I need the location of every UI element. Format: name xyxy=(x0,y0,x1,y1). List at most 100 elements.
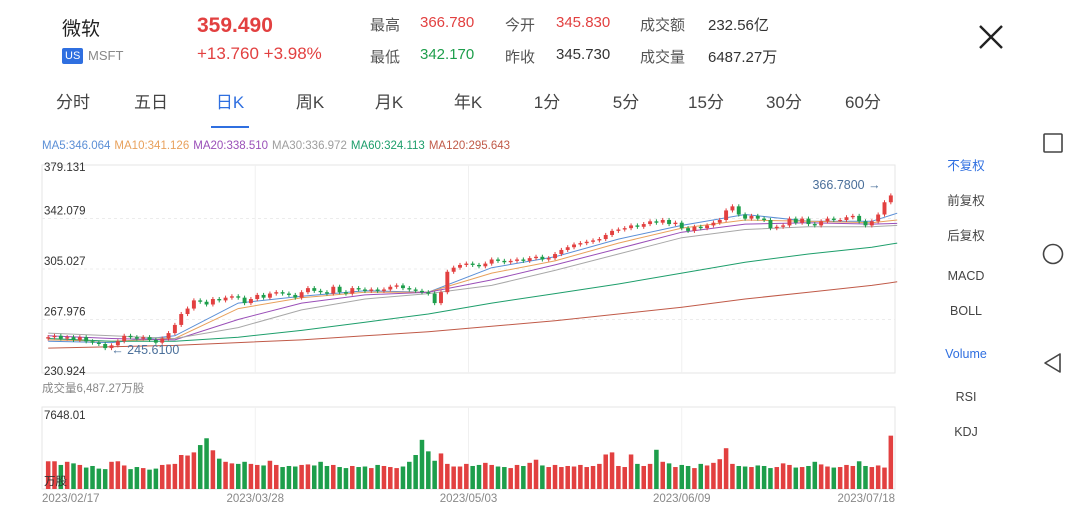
volume-bar xyxy=(293,466,298,489)
volume-bar xyxy=(426,451,431,489)
volume-bar xyxy=(888,435,894,489)
candle-body xyxy=(527,258,532,261)
candle-body xyxy=(477,264,481,267)
volume-bar xyxy=(578,464,583,489)
candle-body xyxy=(362,289,367,291)
volume-bar xyxy=(698,463,704,489)
candle-body xyxy=(210,299,215,305)
close-icon[interactable] xyxy=(976,22,1006,52)
ma-legend: MA5:346.064 MA10:341.126 MA20:338.510 MA30:… xyxy=(42,140,514,152)
candle-body xyxy=(305,288,310,293)
volume-bar xyxy=(755,465,761,489)
volume-bar xyxy=(216,458,222,489)
volume-bar xyxy=(451,466,456,489)
candle-body xyxy=(736,206,741,215)
volume-bar xyxy=(818,464,824,489)
tab-6[interactable]: 1分 xyxy=(533,93,561,112)
indicator-option[interactable]: Volume xyxy=(945,347,987,361)
candle-body xyxy=(825,218,830,222)
ma-legend-item: MA30:336.972 xyxy=(272,140,347,152)
candle-body xyxy=(578,243,583,245)
stat-value: 342.170 xyxy=(420,46,475,63)
tab-8[interactable]: 15分 xyxy=(688,93,724,112)
volume-bar xyxy=(628,454,634,489)
volume-bar xyxy=(882,467,887,489)
tab-0[interactable]: 分时 xyxy=(56,93,90,112)
volume-bar xyxy=(172,463,178,489)
candle-body xyxy=(559,249,564,255)
tab-7[interactable]: 5分 xyxy=(612,93,640,112)
volume-bar xyxy=(83,467,89,489)
candle-body xyxy=(356,288,361,290)
candle-body xyxy=(407,288,412,290)
x-date-label: 2023/03/28 xyxy=(226,493,284,505)
volume-bar xyxy=(806,465,811,489)
candle-body xyxy=(375,289,380,291)
candle-body xyxy=(806,218,811,225)
volume-bar xyxy=(413,455,418,489)
candle-body xyxy=(388,286,393,290)
x-date-label: 2023/06/09 xyxy=(653,493,711,505)
volume-bar xyxy=(837,467,843,489)
candle-body xyxy=(293,294,298,298)
volume-bar xyxy=(445,463,450,489)
tab-2[interactable]: 日K xyxy=(215,93,245,112)
adjust-option[interactable]: 不复权 xyxy=(947,159,985,173)
volume-bar xyxy=(362,466,368,489)
indicator-option[interactable]: KDJ xyxy=(954,425,978,439)
volume-bar xyxy=(90,465,95,489)
circle-icon[interactable] xyxy=(1040,241,1066,267)
volume-bar xyxy=(584,467,589,489)
candle-body xyxy=(470,263,475,265)
ma20-line xyxy=(48,222,898,341)
tab-4[interactable]: 月K xyxy=(374,93,404,112)
ma-legend-item: MA60:324.113 xyxy=(350,140,425,152)
volume-bar xyxy=(280,467,285,489)
candle-body xyxy=(261,294,266,298)
candle-body xyxy=(591,240,596,242)
candle-body xyxy=(534,256,538,259)
volume-bar xyxy=(483,462,488,489)
tab-9[interactable]: 30分 xyxy=(766,93,802,112)
low-annotation: ← 245.6100 xyxy=(111,343,179,357)
candle-body xyxy=(451,267,456,272)
volume-bar xyxy=(102,469,108,489)
indicator-option[interactable]: RSI xyxy=(955,390,977,404)
tab-10[interactable]: 60分 xyxy=(845,93,881,112)
candle-body xyxy=(52,335,57,338)
candle-body xyxy=(299,292,304,298)
price-tick-label: 342.079 xyxy=(44,206,86,218)
candle-body xyxy=(616,229,621,231)
candle-body xyxy=(84,337,89,342)
tab-5[interactable]: 年K xyxy=(453,93,483,112)
adjust-option[interactable]: 后复权 xyxy=(947,229,985,243)
candle-body xyxy=(730,206,735,211)
volume-bar xyxy=(457,466,463,489)
volume-bar xyxy=(71,463,76,489)
volume-bar xyxy=(331,464,336,489)
candle-body xyxy=(432,293,437,304)
candle-body xyxy=(762,218,767,220)
tab-1[interactable]: 五日 xyxy=(134,93,168,112)
kline-chart[interactable]: 379.131 342.079 305.027 267.976 230.924 366.7… xyxy=(0,156,905,508)
tab-3[interactable]: 周K xyxy=(295,93,325,112)
candle-body xyxy=(337,286,342,293)
candle-body xyxy=(191,300,196,309)
candle-body xyxy=(768,219,773,229)
candle-body xyxy=(109,345,114,349)
candle-body xyxy=(280,292,285,294)
candle-body xyxy=(369,289,374,291)
volume-bar xyxy=(191,452,197,489)
volume-bar xyxy=(768,468,773,489)
candle-body xyxy=(724,210,729,220)
indicator-option[interactable]: MACD xyxy=(947,269,985,283)
candle-body xyxy=(521,259,526,261)
volume-bar xyxy=(514,464,520,489)
adjust-option[interactable]: 前复权 xyxy=(947,194,985,208)
volume-bar xyxy=(242,461,247,489)
indicator-option[interactable]: BOLL xyxy=(950,304,982,318)
back-triangle-icon[interactable] xyxy=(1040,350,1066,376)
volume-bar xyxy=(495,466,501,489)
candle-body xyxy=(515,259,519,261)
square-icon[interactable] xyxy=(1040,130,1066,156)
